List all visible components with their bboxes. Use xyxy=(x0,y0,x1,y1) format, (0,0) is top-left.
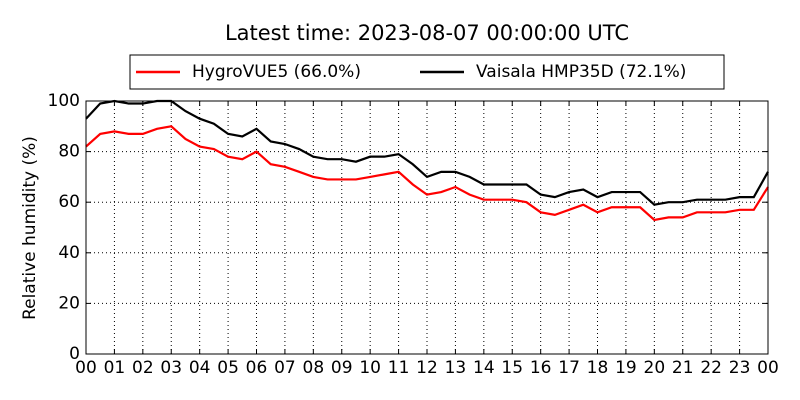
x-tick-label: 00 xyxy=(75,358,97,378)
x-tick-label: 00 xyxy=(757,358,779,378)
line-series xyxy=(85,125,769,222)
y-tick-label: 80 xyxy=(58,142,80,162)
x-tick-label: 08 xyxy=(303,358,325,378)
x-tick-label: 02 xyxy=(132,358,154,378)
x-tick-label: 11 xyxy=(388,358,410,378)
x-tick-label: 16 xyxy=(530,358,552,378)
line-series xyxy=(85,99,769,206)
x-tick-label: 03 xyxy=(160,358,182,378)
plot-frame xyxy=(85,100,769,355)
x-tick-label: 01 xyxy=(104,358,126,378)
x-tick-label: 09 xyxy=(331,358,353,378)
y-tick-label: 100 xyxy=(48,91,80,111)
x-tick-label: 15 xyxy=(501,358,523,378)
y-tick-label: 0 xyxy=(69,344,80,364)
x-tick-label: 05 xyxy=(217,358,239,378)
x-tick-label: 22 xyxy=(700,358,722,378)
x-tick-label: 21 xyxy=(672,358,694,378)
x-tick-label: 14 xyxy=(473,358,495,378)
x-tick-label: 13 xyxy=(445,358,467,378)
x-tick-label: 12 xyxy=(416,358,438,378)
x-tick-label: 18 xyxy=(587,358,609,378)
x-tick-label: 06 xyxy=(246,358,268,378)
x-tick-label: 10 xyxy=(359,358,381,378)
chart-title: Latest time: 2023-08-07 00:00:00 UTC xyxy=(225,21,629,45)
legend-label: Vaisala HMP35D (72.1%) xyxy=(476,62,686,82)
x-tick-label: 07 xyxy=(274,358,296,378)
y-tick-label: 40 xyxy=(58,243,80,263)
x-tick-label: 04 xyxy=(189,358,211,378)
y-tick-label: 60 xyxy=(58,192,80,212)
x-tick-label: 17 xyxy=(558,358,580,378)
y-tick-label: 20 xyxy=(58,293,80,313)
x-tick-label: 20 xyxy=(644,358,666,378)
x-tick-label: 19 xyxy=(615,358,637,378)
y-axis-label: Relative humidity (%) xyxy=(20,136,40,320)
legend-label: HygroVUE5 (66.0%) xyxy=(192,62,361,82)
x-tick-label: 23 xyxy=(729,358,751,378)
